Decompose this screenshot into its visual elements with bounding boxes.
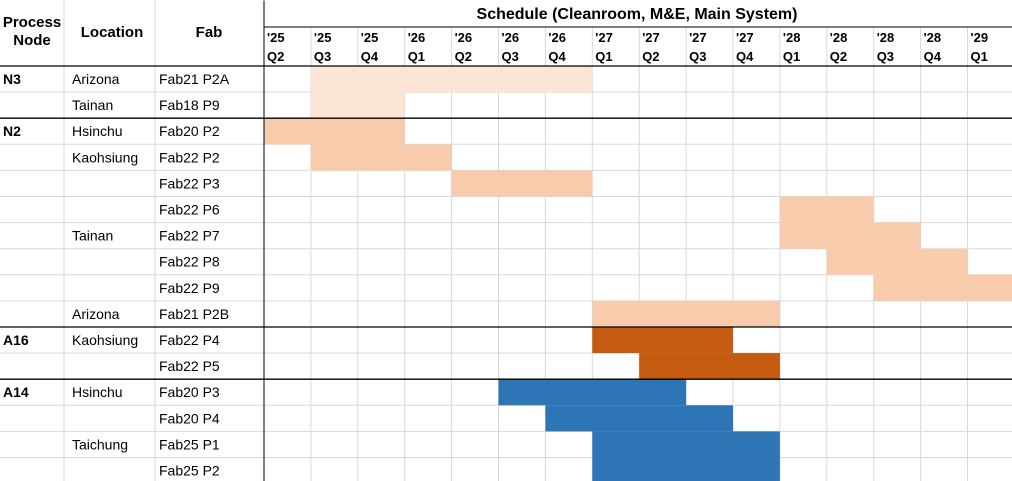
quarter-label: Q1 [971, 49, 988, 64]
quarter-label: Q3 [314, 49, 331, 64]
fab-label: Fab20 P3 [159, 384, 220, 400]
quarter-year-label: '26 [502, 30, 520, 45]
gantt-bar-fab21-p2b [592, 300, 780, 327]
fab-label: Fab20 P2 [159, 123, 220, 139]
gantt-bar-fab22-p3 [451, 170, 593, 197]
process-node-label: A14 [3, 384, 29, 400]
quarter-label: Q1 [595, 49, 612, 64]
quarter-label: Q4 [924, 49, 942, 64]
quarter-label: Q4 [736, 49, 754, 64]
header-location: Location [81, 24, 144, 41]
gantt-bar-fab22-p9 [873, 274, 1012, 301]
row-labels: N3 Arizona Fab21 P2A Tainan Fab18 P9 N2 Hsinch… [3, 71, 230, 479]
gantt-bar-fab20-p4 [545, 405, 733, 432]
header-fab: Fab [196, 24, 223, 41]
gantt-bar-fab21-p2a [310, 66, 593, 93]
gantt-bar-fab22-p2 [310, 144, 452, 171]
process-node-label: N2 [3, 123, 21, 139]
location-label: Hsinchu [72, 123, 123, 139]
quarter-label: Q3 [877, 49, 894, 64]
quarter-year-label: '26 [548, 30, 566, 45]
quarter-label: Q1 [408, 49, 425, 64]
fab-label: Fab22 P9 [159, 280, 220, 296]
fab-label: Fab22 P8 [159, 254, 220, 270]
location-label: Tainan [72, 97, 113, 113]
quarter-label: Q4 [361, 49, 379, 64]
gantt-bar-fab18-p9 [310, 92, 405, 119]
chart-title: Schedule (Cleanroom, M&E, Main System) [477, 6, 798, 23]
fab-label: Fab22 P7 [159, 228, 220, 244]
fab-label: Fab22 P4 [159, 332, 220, 348]
quarter-year-label: '27 [595, 30, 613, 45]
column-headers: Process Node Location Fab [3, 14, 223, 49]
quarter-label: Q3 [689, 49, 706, 64]
fab-label: Fab25 P2 [159, 463, 220, 479]
quarter-label: Q3 [502, 49, 519, 64]
quarter-label: Q2 [830, 49, 847, 64]
quarter-label: Q2 [267, 49, 284, 64]
quarter-year-label: '28 [783, 30, 801, 45]
quarter-label: Q1 [783, 49, 800, 64]
quarter-year-label: '27 [689, 30, 707, 45]
location-label: Kaohsiung [72, 149, 138, 165]
fab-label: Fab21 P2A [159, 71, 230, 87]
quarter-headers: '25 Q2 '25 Q3 '25 Q4 '26 Q1 '26 Q2 '26 Q3 '26 Q4 '27 Q1… [267, 30, 988, 64]
quarter-year-label: '25 [314, 30, 332, 45]
quarter-year-label: '26 [408, 30, 426, 45]
quarter-year-label: '28 [830, 30, 848, 45]
quarter-year-label: '27 [642, 30, 660, 45]
quarter-year-label: '26 [455, 30, 473, 45]
fab-label: Fab18 P9 [159, 97, 220, 113]
header-process-node: Process Node [3, 14, 61, 49]
fab-label: Fab25 P1 [159, 436, 220, 452]
gantt-bar-fab20-p2 [264, 118, 405, 145]
location-label: Arizona [72, 71, 120, 87]
location-label: Tainan [72, 228, 113, 244]
quarter-year-label: '28 [924, 30, 942, 45]
fab-label: Fab21 P2B [159, 306, 229, 322]
gantt-bar-fab22-p7 [779, 222, 921, 249]
gantt-bar-fab22-p4 [592, 327, 733, 354]
quarter-label: Q2 [455, 49, 472, 64]
fab-label: Fab22 P2 [159, 149, 220, 165]
gantt-bar-fab22-p8 [826, 248, 968, 275]
quarter-year-label: '29 [971, 30, 989, 45]
quarter-year-label: '27 [736, 30, 754, 45]
location-label: Taichung [72, 436, 128, 452]
fab-label: Fab22 P6 [159, 202, 220, 218]
quarter-year-label: '25 [361, 30, 379, 45]
quarter-label: Q4 [548, 49, 566, 64]
fab-label: Fab22 P3 [159, 175, 220, 191]
quarter-label: Q2 [642, 49, 659, 64]
gantt-bar-fab25-p1 [592, 431, 780, 458]
gantt-bar-fab22-p6 [779, 196, 874, 223]
fab-label: Fab22 P5 [159, 358, 220, 374]
process-node-label: N3 [3, 71, 21, 87]
location-label: Hsinchu [72, 384, 123, 400]
bars-layer [264, 66, 1012, 481]
quarter-year-label: '25 [267, 30, 285, 45]
location-label: Kaohsiung [72, 332, 138, 348]
location-label: Arizona [72, 306, 120, 322]
gantt-bar-fab22-p5 [639, 353, 780, 380]
gantt-bar-fab25-p2 [592, 457, 780, 481]
process-node-label: A16 [3, 332, 29, 348]
fab-label: Fab20 P4 [159, 410, 220, 426]
quarter-year-label: '28 [877, 30, 895, 45]
gantt-bar-fab20-p3 [498, 379, 687, 406]
